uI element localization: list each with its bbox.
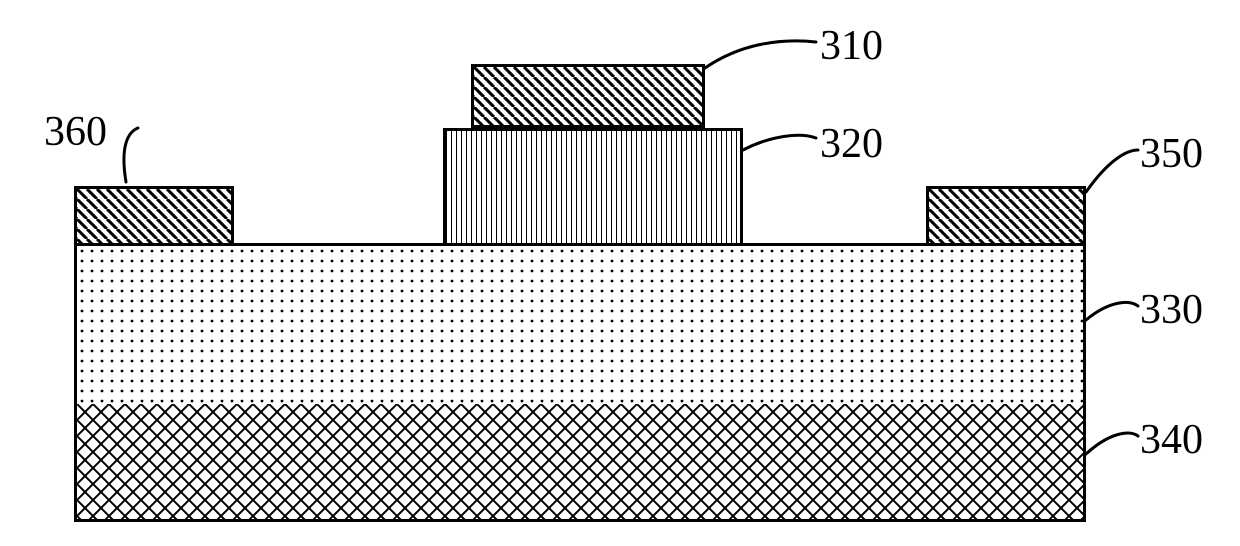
label-340: 340 <box>1140 416 1203 464</box>
layer-contact-350 <box>926 186 1086 243</box>
layer-contact-360 <box>74 186 234 243</box>
layer-gate-310 <box>471 64 705 128</box>
layer-channel-330 <box>74 243 1086 404</box>
diagram-stage: 310 320 330 340 350 360 <box>0 0 1240 546</box>
label-360: 360 <box>44 108 107 156</box>
label-310: 310 <box>820 22 883 70</box>
label-320: 320 <box>820 120 883 168</box>
layer-substrate-340 <box>74 404 1086 522</box>
layer-dielectric-320 <box>443 128 743 243</box>
label-350: 350 <box>1140 130 1203 178</box>
label-330: 330 <box>1140 286 1203 334</box>
